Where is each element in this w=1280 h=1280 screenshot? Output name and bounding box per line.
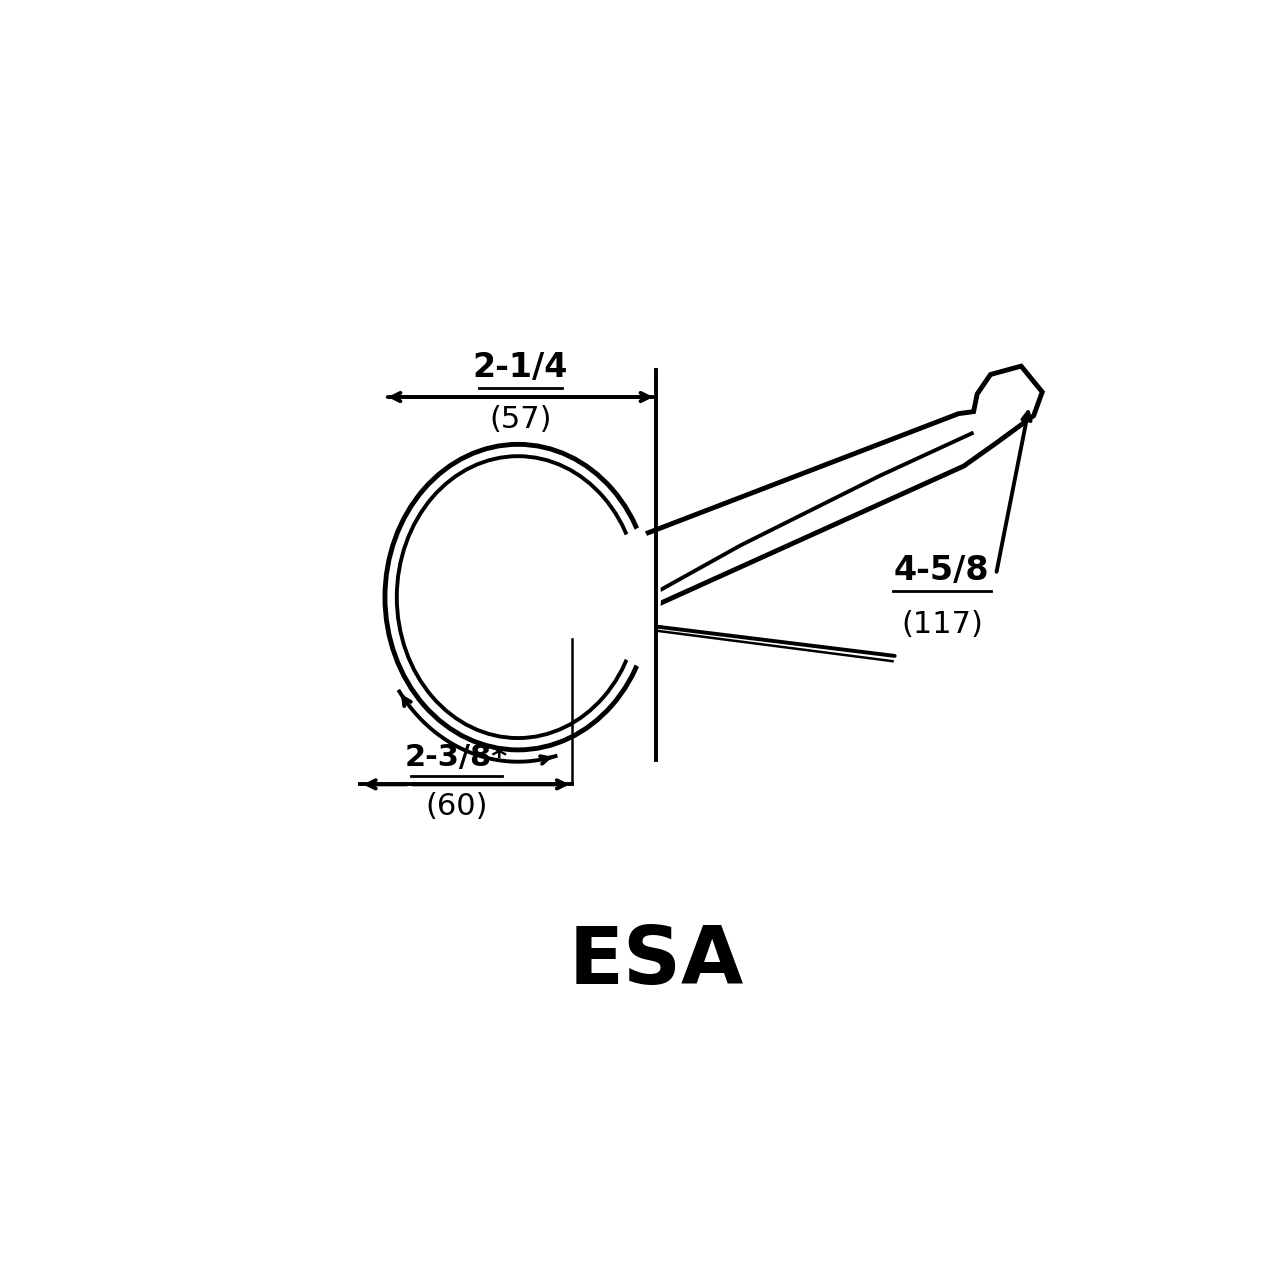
Text: 2-3/8*: 2-3/8* <box>404 742 508 772</box>
Text: (117): (117) <box>901 611 983 639</box>
Text: (60): (60) <box>425 792 488 822</box>
Text: 2-1/4: 2-1/4 <box>472 351 568 384</box>
Text: 4-5/8: 4-5/8 <box>893 554 989 588</box>
Text: ESA: ESA <box>568 923 744 1001</box>
Polygon shape <box>558 366 1042 636</box>
Text: (57): (57) <box>489 404 552 434</box>
Circle shape <box>540 571 604 634</box>
Wedge shape <box>612 526 660 668</box>
Ellipse shape <box>385 444 652 750</box>
